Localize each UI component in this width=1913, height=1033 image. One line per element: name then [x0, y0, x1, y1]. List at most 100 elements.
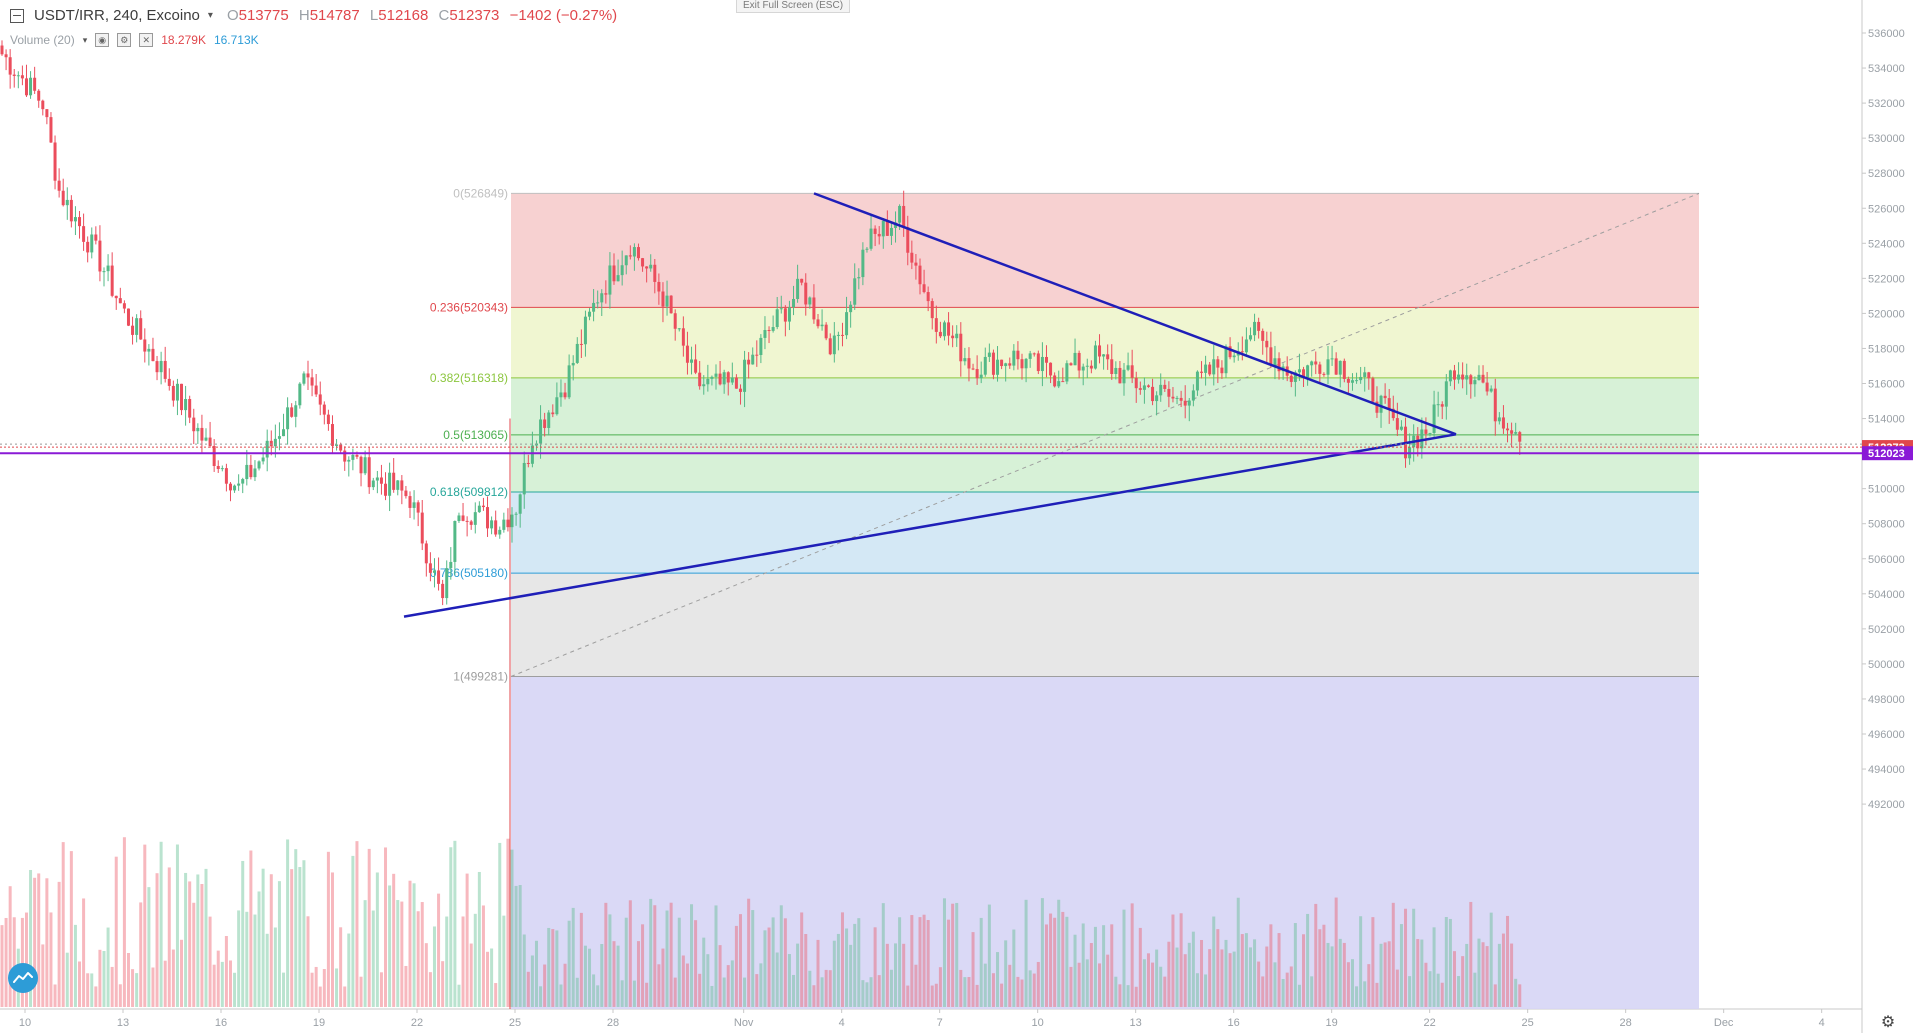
candle [1212, 344, 1216, 386]
candle [767, 326, 771, 344]
volume-bar [967, 977, 971, 1007]
candle [861, 242, 865, 286]
volume-bar [1306, 913, 1310, 1007]
candle-body [751, 354, 755, 365]
volume-bar [1493, 984, 1497, 1007]
candle [428, 552, 432, 582]
candle [1461, 362, 1465, 389]
close-icon[interactable]: ✕ [139, 33, 154, 47]
chevron-down-icon[interactable]: ▾ [207, 10, 213, 21]
fib-zone-0.618 [511, 491, 1699, 574]
candle [1240, 336, 1244, 361]
symbol-label[interactable]: USDT/IRR, 240, Excoino [34, 7, 200, 24]
candle-body [1448, 370, 1452, 382]
fib-level-label: 1(499281) [453, 670, 508, 684]
volume-bar [738, 914, 742, 1007]
candle [1310, 360, 1314, 377]
eye-icon[interactable]: ◉ [95, 33, 110, 47]
candle [1098, 334, 1102, 364]
candle [1065, 360, 1069, 385]
candle-body [1497, 417, 1501, 422]
candle [420, 499, 424, 551]
candle-body [420, 512, 424, 544]
time-tick-label: 19 [1326, 1017, 1338, 1029]
volume-bar [955, 902, 959, 1007]
candle-body [975, 369, 979, 379]
candle-body [367, 457, 371, 488]
volume-bar [910, 915, 914, 1007]
exit-fullscreen-button[interactable]: Exit Full Screen (ESC) [736, 0, 851, 13]
gear-icon[interactable]: ⚙ [1880, 1014, 1896, 1031]
candle-body [277, 436, 281, 439]
candle-body [1040, 356, 1044, 372]
volume-bar [1073, 934, 1077, 1007]
candle-body [196, 427, 200, 432]
candle-body [371, 480, 375, 488]
volume-bar [636, 941, 640, 1007]
candle-body [322, 404, 326, 415]
volume-bar [1465, 943, 1469, 1007]
candle [1257, 317, 1261, 339]
volume-bar [1134, 986, 1138, 1007]
candle [1146, 384, 1150, 388]
collapse-legend-icon[interactable] [10, 8, 24, 23]
candle-body [453, 521, 457, 562]
volume-bar [1265, 946, 1269, 1007]
volume-label[interactable]: Volume (20) [10, 33, 75, 47]
volume-bar [49, 912, 53, 1007]
candle [326, 409, 330, 431]
candle [45, 109, 49, 125]
candle-body [306, 373, 310, 378]
candle [86, 236, 90, 263]
candle-body [351, 454, 355, 460]
candle-body [502, 519, 506, 530]
candle [1265, 331, 1269, 363]
candle [163, 346, 167, 383]
volume-bar [620, 980, 624, 1007]
candle-body [1138, 388, 1142, 390]
candle [885, 210, 889, 236]
candle [453, 520, 457, 576]
candle-body [861, 249, 865, 278]
tradingview-logo-icon[interactable] [8, 963, 38, 993]
candle [828, 333, 832, 356]
volume-bar [1506, 915, 1510, 1007]
fib-trend-line [510, 192, 1700, 677]
candle-body [282, 429, 286, 437]
candle [1469, 373, 1473, 399]
candle [1497, 412, 1501, 425]
candle-body [1069, 363, 1073, 366]
candle [314, 373, 318, 397]
candle [596, 290, 600, 309]
volume-bar [473, 913, 477, 1007]
settings-icon[interactable]: ⚙ [117, 33, 132, 47]
candle [575, 337, 579, 365]
price-tick-label: 510000 [1868, 484, 1905, 496]
candle-body [1326, 359, 1330, 375]
candle-body [1293, 372, 1297, 382]
volume-bar [461, 916, 465, 1007]
volume-bar [245, 911, 249, 1007]
candle-body [1232, 355, 1236, 358]
candle [685, 331, 689, 375]
volume-bar [1089, 943, 1093, 1007]
candle [702, 375, 706, 395]
candle [914, 253, 918, 280]
candle [1399, 420, 1403, 431]
time-tick-label: 10 [19, 1017, 31, 1029]
candle [747, 352, 751, 379]
volume-bar [1122, 909, 1126, 1007]
volume-bar [1093, 926, 1097, 1007]
volume-bar [710, 985, 714, 1007]
candle [8, 49, 12, 89]
chevron-down-icon[interactable]: ▾ [82, 34, 88, 45]
volume-bar [947, 919, 951, 1007]
price-tick-label: 514000 [1868, 414, 1905, 426]
volume-bar [1350, 959, 1354, 1007]
candle [559, 379, 563, 407]
candle [865, 247, 869, 253]
volume-bar [224, 936, 228, 1007]
candle-body [494, 520, 498, 535]
